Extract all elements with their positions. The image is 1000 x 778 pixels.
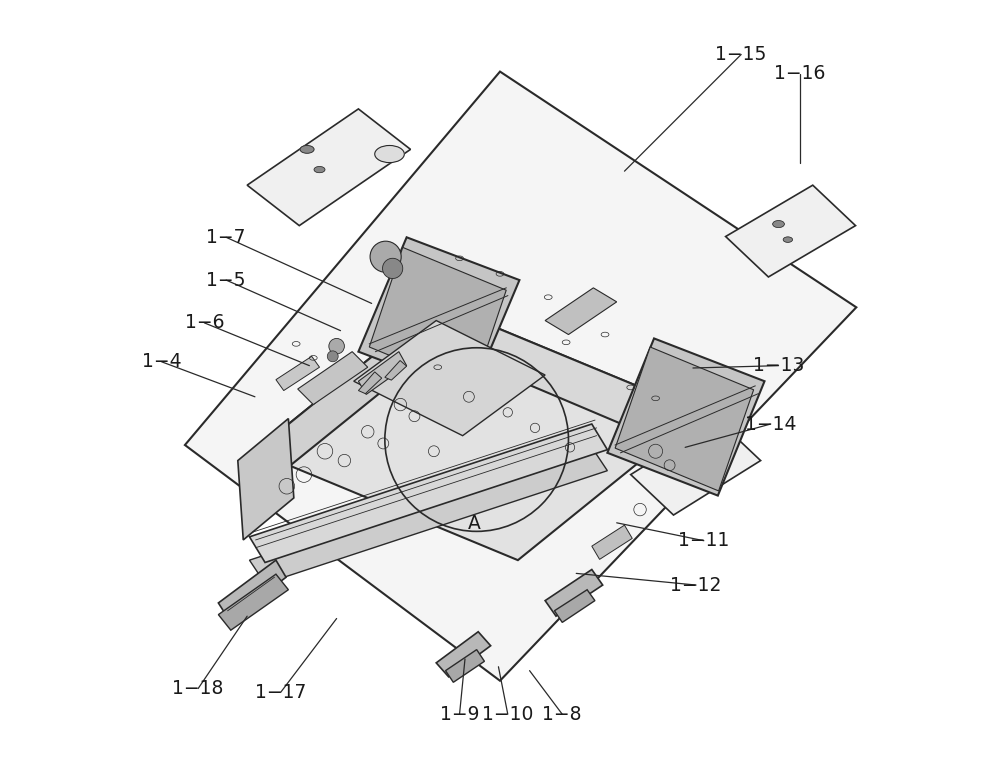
Polygon shape bbox=[238, 419, 294, 540]
Circle shape bbox=[329, 338, 344, 354]
Text: 1−15: 1−15 bbox=[715, 45, 767, 64]
Polygon shape bbox=[545, 569, 603, 616]
Circle shape bbox=[327, 351, 338, 362]
Polygon shape bbox=[607, 338, 765, 496]
Polygon shape bbox=[249, 424, 607, 562]
Polygon shape bbox=[358, 237, 519, 394]
Ellipse shape bbox=[783, 237, 793, 243]
Polygon shape bbox=[218, 574, 288, 630]
Polygon shape bbox=[218, 560, 286, 620]
Text: 1−18: 1−18 bbox=[172, 679, 224, 698]
Polygon shape bbox=[255, 303, 701, 560]
Polygon shape bbox=[385, 360, 407, 380]
Text: 1−5: 1−5 bbox=[206, 271, 246, 289]
Text: 1−10: 1−10 bbox=[482, 705, 533, 724]
Text: 1−6: 1−6 bbox=[185, 314, 224, 332]
Polygon shape bbox=[631, 420, 761, 515]
Polygon shape bbox=[438, 303, 701, 457]
Polygon shape bbox=[354, 321, 545, 436]
Polygon shape bbox=[592, 525, 632, 559]
Ellipse shape bbox=[773, 221, 784, 228]
Polygon shape bbox=[369, 247, 506, 390]
Text: 1−11: 1−11 bbox=[678, 531, 730, 550]
Text: 1−17: 1−17 bbox=[255, 683, 306, 702]
Text: 1−12: 1−12 bbox=[670, 576, 722, 594]
Circle shape bbox=[383, 258, 403, 279]
Polygon shape bbox=[615, 347, 754, 491]
Text: 1−14: 1−14 bbox=[745, 415, 796, 433]
Text: 1−8: 1−8 bbox=[542, 705, 582, 724]
Ellipse shape bbox=[300, 145, 314, 153]
Text: 1−9: 1−9 bbox=[440, 705, 479, 724]
Polygon shape bbox=[185, 72, 856, 681]
Polygon shape bbox=[358, 352, 407, 394]
Text: 1−16: 1−16 bbox=[774, 65, 825, 83]
Text: 1−13: 1−13 bbox=[753, 356, 804, 375]
Polygon shape bbox=[545, 288, 617, 335]
Text: A: A bbox=[468, 514, 481, 533]
Polygon shape bbox=[436, 632, 491, 677]
Polygon shape bbox=[247, 109, 411, 226]
Polygon shape bbox=[276, 356, 320, 391]
Circle shape bbox=[370, 241, 401, 272]
Polygon shape bbox=[554, 590, 595, 622]
Polygon shape bbox=[358, 372, 382, 394]
Polygon shape bbox=[298, 352, 368, 405]
Polygon shape bbox=[446, 650, 484, 682]
Text: 1−4: 1−4 bbox=[142, 352, 181, 371]
Polygon shape bbox=[249, 447, 607, 584]
Polygon shape bbox=[726, 185, 856, 277]
Polygon shape bbox=[255, 303, 438, 494]
Ellipse shape bbox=[375, 145, 404, 163]
Text: 1−7: 1−7 bbox=[206, 228, 246, 247]
Ellipse shape bbox=[314, 166, 325, 173]
